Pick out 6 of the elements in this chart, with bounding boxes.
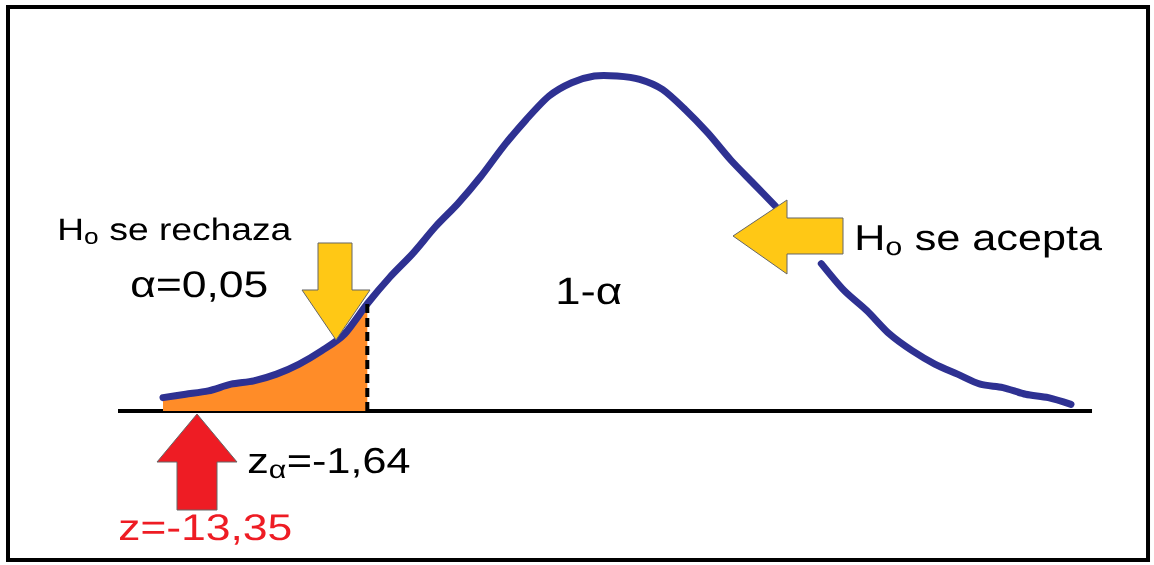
text: z=-13,35 [120, 514, 291, 545]
text: z$_{α}$=-1,64 [248, 447, 410, 479]
annotation: α=0,05 [132, 271, 267, 302]
annotation: H$_{o}$ se rechaza [60, 217, 292, 244]
annotation: 1-α [558, 277, 621, 305]
annotation: H$_{o}$ se acepta [857, 225, 1103, 258]
